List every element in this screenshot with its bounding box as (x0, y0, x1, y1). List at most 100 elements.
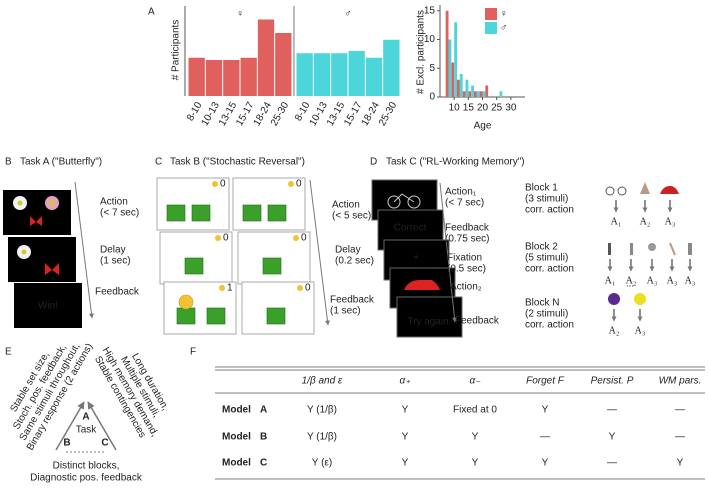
table-cell: Y (1/β) (307, 432, 337, 443)
coin-count: 0 (296, 179, 302, 190)
action-label: A₃ (647, 275, 658, 286)
y-tick-label: 15 (424, 5, 436, 16)
bar (485, 85, 489, 97)
step-text: Delay (335, 245, 361, 256)
table-cell: Y (542, 405, 549, 416)
facet-label: ♂ (344, 9, 352, 20)
bar (445, 10, 449, 97)
bar (457, 79, 460, 97)
table-header: 1/β and ε (302, 376, 343, 387)
x-tick-label: 20 (477, 103, 489, 114)
table-cell: Y (402, 432, 409, 443)
bar (365, 57, 383, 96)
step-text: (1 sec) (100, 256, 131, 267)
panel-label: D (370, 157, 377, 168)
bar (465, 79, 469, 97)
step-text: (0.75 sec) (445, 234, 489, 245)
bar (257, 19, 275, 96)
table-cell: — (675, 432, 685, 443)
table-cell: Y (472, 432, 479, 443)
task-a-screens (3, 181, 94, 328)
action-label: A₁ (605, 275, 616, 286)
step-text: Action (332, 200, 360, 211)
coin-icon (288, 181, 294, 187)
bar (482, 91, 486, 97)
y-tick-label: 5 (429, 63, 435, 74)
action-label: A₁ (611, 216, 622, 227)
block-text: Block 2 (525, 242, 558, 253)
task-corner: C (101, 438, 108, 449)
action-label: A₃ (685, 275, 696, 286)
step-text: Feedback (330, 295, 375, 306)
bar (240, 57, 257, 96)
table-header: Forget F (526, 376, 565, 387)
step-text: Action₂ (450, 282, 482, 293)
table-cell: Y (677, 458, 684, 469)
task-b-arrow (309, 179, 330, 326)
bar (383, 39, 400, 96)
task-center: Task (76, 425, 98, 436)
coin-icon (293, 235, 299, 241)
table-rules (215, 366, 705, 480)
task-corner: A (82, 412, 89, 423)
y-axis-label: # Participants (171, 20, 182, 81)
action-label: A₃ (635, 325, 646, 336)
table-cell: — (607, 458, 617, 469)
y-axis-label: # Excl. participants (416, 10, 427, 94)
action-label: A₂ (609, 325, 620, 336)
bar (459, 74, 463, 97)
x-axis-label: Age (474, 121, 492, 132)
x-tick-label: 25 (491, 103, 503, 114)
bar (462, 91, 466, 97)
legend-label: ♀ (500, 9, 508, 20)
bar (468, 91, 472, 97)
screen-text: Win! (38, 301, 58, 312)
task-c-screens (371, 179, 463, 338)
step-text: Fixation (447, 253, 482, 264)
legend-swatch (485, 8, 497, 20)
model-name: Model (222, 432, 251, 443)
task-b-boxes (166, 204, 287, 325)
bar (313, 53, 331, 96)
table-cell: — (540, 432, 550, 443)
coin-icon (212, 181, 218, 187)
action-label: A₃ (667, 275, 678, 286)
table-cell: Y (402, 458, 409, 469)
step-text: Feedback (95, 287, 140, 298)
bar (331, 53, 348, 96)
block-text: corr. action (525, 264, 574, 275)
bar (479, 91, 483, 97)
panel-title: Task C ("RL-Working Memory") (386, 157, 525, 168)
table-cell: Fixed at 0 (453, 405, 497, 416)
table-cell: — (675, 405, 685, 416)
bar (275, 33, 292, 96)
bar (348, 51, 365, 96)
step-text: Action₁ (445, 187, 477, 198)
panel-label: A (148, 7, 155, 18)
task-triangle (55, 401, 117, 453)
model-letter: B (260, 432, 267, 443)
action-label: A₂ (640, 216, 651, 227)
table-cell: Y (1/β) (307, 405, 337, 416)
coin-count: 0 (220, 179, 226, 190)
table-cell: — (607, 405, 617, 416)
step-text: (< 7 sec) (445, 198, 484, 209)
bar (448, 39, 452, 97)
step-text: (< 7 sec) (100, 208, 139, 219)
step-text: Feedback (445, 223, 490, 234)
step-text: Action (100, 197, 128, 208)
y-tick-label: 0 (429, 92, 435, 103)
model-name: Model (222, 458, 251, 469)
panel-label: F (190, 347, 196, 358)
coin-count: 1 (227, 283, 233, 294)
panel-title: Task A ("Butterfly") (20, 157, 102, 168)
block-text: Block 1 (525, 183, 558, 194)
task-property: Diagnostic pos. feedback (30, 473, 143, 484)
block-text: (3 stimuli) (525, 194, 568, 205)
coin-icon (215, 235, 221, 241)
coin-icon (297, 285, 303, 291)
task-corner: B (63, 438, 70, 449)
legend-swatch (485, 22, 497, 34)
step-text: (1 sec) (330, 306, 361, 317)
